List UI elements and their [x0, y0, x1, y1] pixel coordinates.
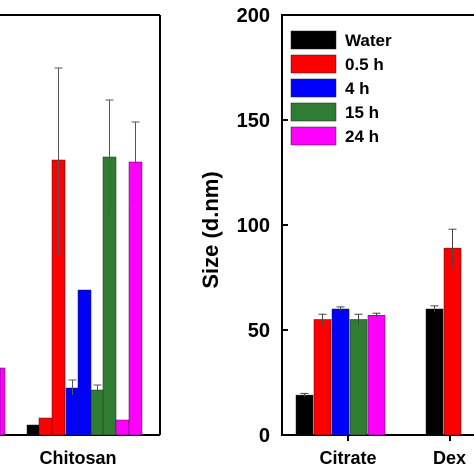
y-tick-label: 50 — [248, 320, 270, 342]
legend-label: 4 h — [345, 79, 370, 98]
left-chart-panel: Chitosan — [0, 14, 161, 468]
left-bar-15h — [90, 389, 105, 436]
bar-05h-dex — [443, 247, 462, 436]
y-tick-label: 0 — [259, 425, 270, 447]
right-chart-panel: 0 50 100 150 200 Size (d.nm) Water 0.5 h 4 h 15… — [198, 5, 474, 468]
legend-label: Water — [345, 31, 392, 50]
legend-swatch — [290, 54, 337, 74]
bar-Water-dex — [425, 308, 444, 436]
left-bar-05h — [38, 417, 53, 436]
bar-Water-citrate — [295, 394, 314, 436]
left-bar-24h — [115, 419, 130, 436]
y-tick-label: 100 — [237, 215, 270, 237]
left-bar-Water — [26, 424, 41, 436]
legend-swatch — [290, 102, 337, 122]
bar-24h-citrate — [367, 315, 386, 436]
left-bar-4h — [65, 387, 80, 436]
bar-4h-citrate — [331, 308, 350, 436]
bar-partial-24h — [0, 367, 6, 436]
legend-label: 24 h — [345, 127, 379, 146]
y-tick-label: 200 — [237, 5, 270, 27]
legend-swatch — [290, 78, 337, 98]
left-bar-4h — [77, 289, 92, 436]
legend: Water 0.5 h 4 h 15 h 24 h — [290, 30, 392, 146]
y-tick-label: 150 — [237, 110, 270, 132]
y-axis-label: Size (d.nm) — [198, 171, 223, 288]
left-category-label: Chitosan — [39, 448, 116, 468]
legend-label: 0.5 h — [345, 55, 384, 74]
category-label: Dex — [433, 448, 466, 468]
bar-15h-citrate — [349, 319, 368, 436]
category-label: Citrate — [319, 448, 376, 468]
legend-label: 15 h — [345, 103, 379, 122]
bar-05h-citrate — [313, 319, 332, 436]
legend-swatch — [290, 126, 337, 146]
legend-swatch — [290, 30, 337, 50]
